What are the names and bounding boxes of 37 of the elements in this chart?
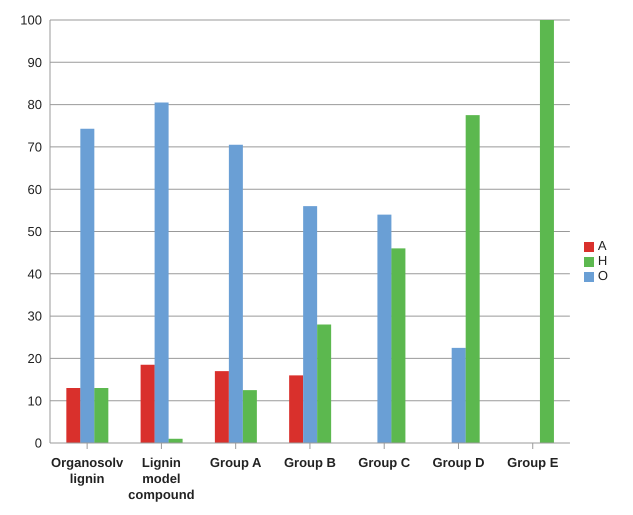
bar: [242, 390, 257, 443]
legend-label: O: [598, 268, 608, 283]
legend-label: A: [598, 238, 607, 253]
bar: [214, 371, 229, 443]
bar: [452, 348, 466, 443]
y-tick-label: 70: [28, 140, 42, 155]
bar: [140, 364, 155, 443]
x-tick-label: Group A: [210, 455, 262, 470]
bar: [317, 324, 332, 443]
y-tick-label: 20: [28, 351, 42, 366]
bar: [66, 388, 80, 443]
y-tick-label: 30: [28, 308, 42, 324]
bar: [80, 128, 94, 443]
y-tick-label: 50: [28, 224, 42, 240]
y-tick-label: 40: [28, 266, 42, 282]
legend-label: H: [598, 253, 608, 268]
x-tick-label: Group B: [284, 455, 336, 470]
bar: [289, 375, 304, 443]
y-tick-label: 0: [34, 436, 42, 451]
x-tick-label: Group D: [432, 455, 484, 470]
y-tick-label: 60: [28, 182, 42, 197]
x-tick-label: Lignin model compound: [128, 455, 195, 502]
x-tick-label: Group C: [358, 455, 411, 470]
y-tick-label: 90: [28, 54, 42, 70]
bar: [228, 144, 243, 443]
y-tick-label: 80: [28, 97, 42, 112]
bar: [377, 214, 392, 443]
y-tick-label: 10: [28, 393, 42, 408]
bar: [466, 115, 480, 443]
bar: [94, 388, 108, 443]
bar: [391, 248, 406, 443]
y-tick-label: 100: [20, 12, 42, 28]
bar: [154, 102, 169, 443]
x-tick-label: Organosolv lignin: [51, 455, 124, 486]
bar: [540, 20, 554, 443]
x-tick-label: Group E: [507, 455, 559, 470]
bar: [303, 206, 318, 443]
